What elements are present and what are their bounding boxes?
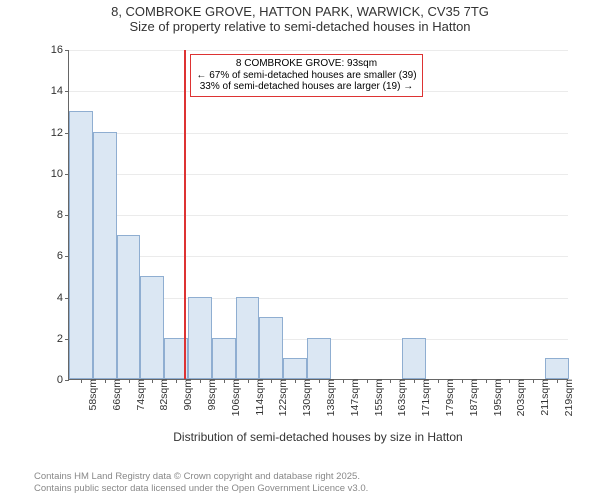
- x-tick-mark: [271, 379, 272, 383]
- y-tick-label: 6: [57, 250, 69, 262]
- chart-title: 8, COMBROKE GROVE, HATTON PARK, WARWICK,…: [0, 0, 600, 34]
- x-tick-label: 171sqm: [418, 379, 432, 416]
- annotation-line-2: ← 67% of semi-detached houses are smalle…: [196, 70, 416, 82]
- x-tick-label: 122sqm: [275, 379, 289, 416]
- x-tick-mark: [200, 379, 201, 383]
- reference-line: [184, 50, 186, 379]
- x-tick-label: 130sqm: [299, 379, 313, 416]
- x-tick-mark: [224, 379, 225, 383]
- histogram-bar: [212, 338, 236, 379]
- histogram-bar: [140, 276, 164, 379]
- y-tick-label: 10: [51, 168, 69, 180]
- footer-line-2: Contains public sector data licensed und…: [34, 483, 368, 494]
- gridline: [69, 50, 568, 51]
- x-tick-label: 114sqm: [252, 379, 266, 416]
- x-axis-label: Distribution of semi-detached houses by …: [68, 430, 568, 444]
- histogram-bar: [402, 338, 426, 379]
- y-tick-label: 8: [57, 209, 69, 221]
- x-tick-mark: [176, 379, 177, 383]
- x-tick-label: 138sqm: [323, 379, 337, 416]
- x-tick-mark: [105, 379, 106, 383]
- footer-line-1: Contains HM Land Registry data © Crown c…: [34, 471, 368, 482]
- gridline: [69, 215, 568, 216]
- x-tick-label: 82sqm: [156, 379, 170, 411]
- x-tick-mark: [533, 379, 534, 383]
- histogram-bar: [93, 132, 117, 380]
- gridline: [69, 256, 568, 257]
- x-tick-mark: [81, 379, 82, 383]
- x-tick-label: 90sqm: [180, 379, 194, 411]
- histogram-bar: [69, 111, 93, 379]
- x-tick-label: 219sqm: [561, 379, 575, 416]
- title-line-1: 8, COMBROKE GROVE, HATTON PARK, WARWICK,…: [0, 4, 600, 19]
- x-tick-mark: [414, 379, 415, 383]
- x-tick-label: 195sqm: [490, 379, 504, 416]
- title-line-2: Size of property relative to semi-detach…: [0, 19, 600, 34]
- histogram-bar: [545, 358, 569, 379]
- annotation-line-1: 8 COMBROKE GROVE: 93sqm: [196, 58, 416, 70]
- x-tick-label: 66sqm: [109, 379, 123, 411]
- x-tick-mark: [343, 379, 344, 383]
- x-tick-mark: [248, 379, 249, 383]
- histogram-bar: [307, 338, 331, 379]
- x-tick-mark: [390, 379, 391, 383]
- x-tick-label: 179sqm: [442, 379, 456, 416]
- x-tick-mark: [557, 379, 558, 383]
- x-tick-mark: [129, 379, 130, 383]
- plot-region: 024681012141658sqm66sqm74sqm82sqm90sqm98…: [68, 50, 568, 380]
- x-tick-label: 187sqm: [466, 379, 480, 416]
- x-tick-label: 211sqm: [537, 379, 551, 416]
- x-tick-mark: [152, 379, 153, 383]
- y-tick-label: 0: [57, 374, 69, 386]
- x-tick-mark: [509, 379, 510, 383]
- x-tick-mark: [367, 379, 368, 383]
- x-tick-label: 203sqm: [513, 379, 527, 416]
- histogram-bar: [236, 297, 260, 380]
- attribution-footer: Contains HM Land Registry data © Crown c…: [34, 471, 368, 494]
- annotation-line-3: 33% of semi-detached houses are larger (…: [196, 81, 416, 93]
- chart-area: Number of semi-detached properties 02468…: [34, 44, 580, 424]
- histogram-bar: [117, 235, 141, 379]
- x-tick-mark: [486, 379, 487, 383]
- y-tick-label: 16: [51, 44, 69, 56]
- x-tick-mark: [462, 379, 463, 383]
- y-tick-label: 12: [51, 127, 69, 139]
- gridline: [69, 174, 568, 175]
- y-tick-label: 14: [51, 85, 69, 97]
- x-tick-label: 163sqm: [394, 379, 408, 416]
- reference-annotation: 8 COMBROKE GROVE: 93sqm ← 67% of semi-de…: [190, 54, 422, 97]
- y-tick-label: 2: [57, 333, 69, 345]
- x-tick-label: 106sqm: [228, 379, 242, 416]
- histogram-bar: [283, 358, 307, 379]
- x-tick-mark: [438, 379, 439, 383]
- x-tick-mark: [319, 379, 320, 383]
- histogram-bar: [259, 317, 283, 379]
- histogram-bar: [188, 297, 212, 380]
- x-tick-label: 147sqm: [347, 379, 361, 416]
- x-tick-label: 58sqm: [85, 379, 99, 411]
- x-tick-label: 98sqm: [204, 379, 218, 411]
- x-tick-label: 155sqm: [371, 379, 385, 416]
- x-tick-mark: [295, 379, 296, 383]
- x-tick-label: 74sqm: [133, 379, 147, 411]
- y-tick-label: 4: [57, 292, 69, 304]
- gridline: [69, 133, 568, 134]
